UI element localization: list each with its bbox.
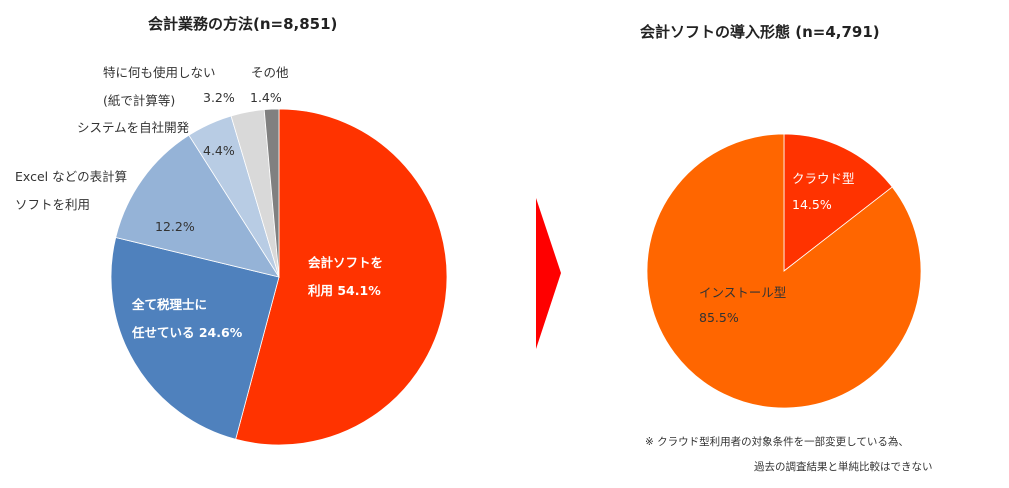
label-install-value: 85.5% bbox=[699, 310, 739, 325]
pie-slice bbox=[646, 133, 922, 409]
label-other-value: 1.4% bbox=[250, 90, 282, 105]
label-cloud-value: 14.5% bbox=[792, 197, 832, 212]
pie-slice bbox=[263, 108, 280, 278]
label-excel-value: 12.2% bbox=[155, 219, 195, 234]
label-none-value: 3.2% bbox=[203, 90, 235, 105]
label-tax-line1: 全て税理士に bbox=[132, 297, 208, 312]
label-tax-line2: 任せている 24.6% bbox=[132, 325, 243, 340]
footnote-line1: ※ クラウド型利用者の対象条件を一部変更している為、 bbox=[645, 436, 909, 448]
label-soft-line1: 会計ソフトを bbox=[308, 255, 384, 270]
label-other-line1: その他 bbox=[251, 65, 289, 80]
left-pie-chart bbox=[110, 108, 448, 446]
label-none-line2: (紙で計算等) bbox=[103, 93, 176, 108]
label-excel-line1: Excel などの表計算 bbox=[15, 169, 128, 184]
label-excel-line2: ソフトを利用 bbox=[15, 197, 91, 212]
label-soft-line2: 利用 54.1% bbox=[308, 283, 381, 298]
label-install: インストール型 bbox=[699, 285, 787, 300]
left-chart-title: 会計業務の方法(n=8,851) bbox=[148, 15, 338, 33]
label-inhouse-value: 4.4% bbox=[203, 143, 235, 158]
label-none-line1: 特に何も使用しない bbox=[103, 65, 216, 80]
pie-slice bbox=[115, 134, 280, 278]
arrow-right-icon bbox=[536, 198, 561, 349]
right-pie-chart bbox=[646, 133, 922, 409]
footnote-line2: 過去の調査結果と単純比較はできない bbox=[754, 461, 933, 473]
label-cloud: クラウド型 bbox=[792, 171, 855, 186]
pie-slice bbox=[110, 237, 280, 440]
pie-slice bbox=[783, 133, 893, 272]
pie-slice bbox=[235, 108, 448, 446]
right-chart-title: 会計ソフトの導入形態 (n=4,791) bbox=[640, 23, 880, 41]
label-inhouse: システムを自社開発 bbox=[77, 120, 190, 135]
